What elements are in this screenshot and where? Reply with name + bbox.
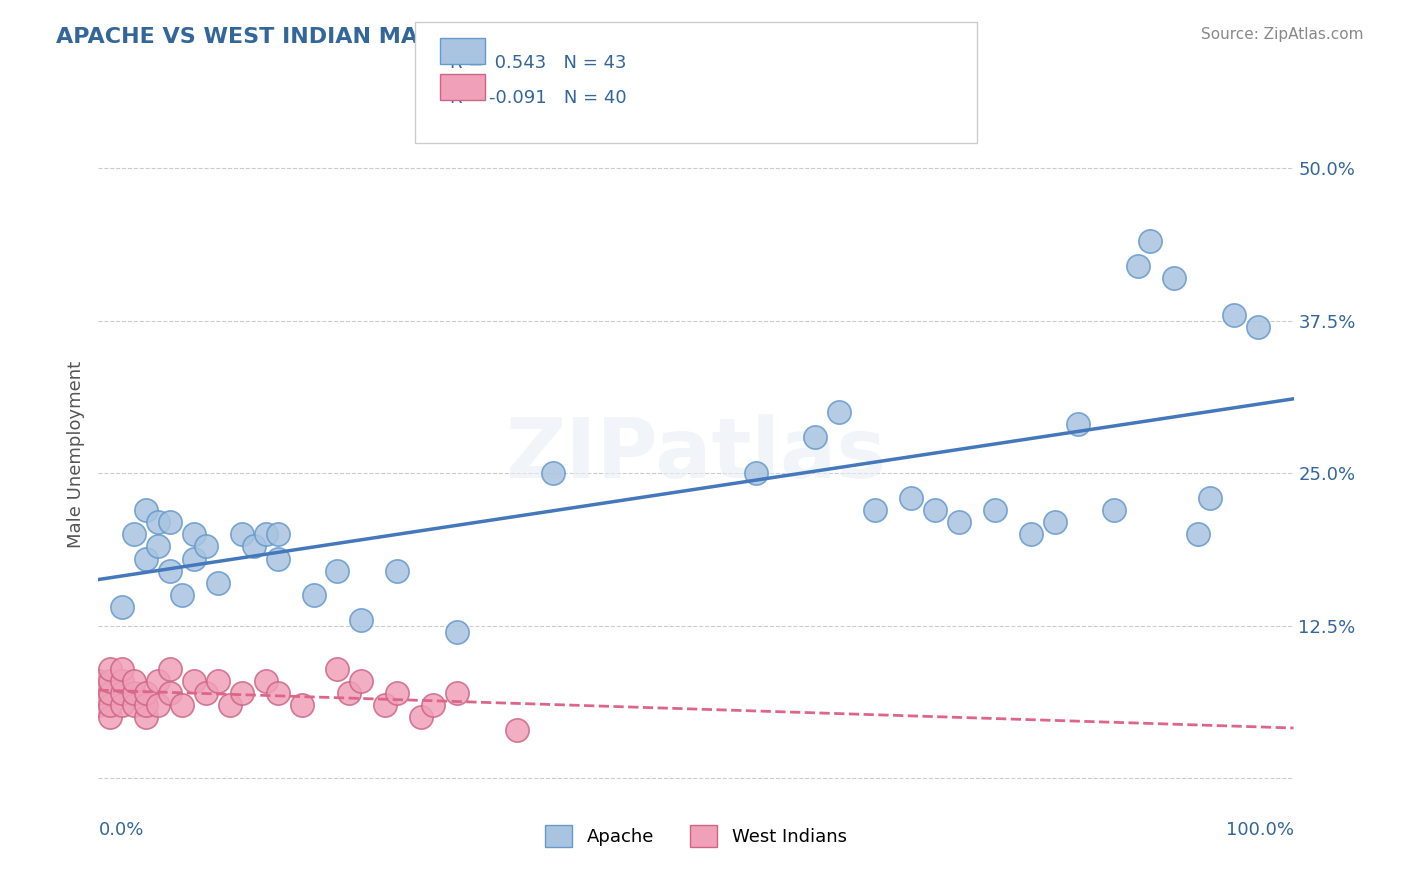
Point: [1067, 417, 1090, 432]
Point: [159, 686, 181, 700]
Text: R =  0.543   N = 43: R = 0.543 N = 43: [450, 54, 627, 71]
Point: [339, 686, 361, 700]
Point: [385, 564, 409, 578]
Point: [124, 686, 146, 700]
Point: [111, 686, 134, 700]
Point: [267, 551, 290, 566]
Point: [302, 588, 325, 602]
Text: R = -0.091   N = 40: R = -0.091 N = 40: [450, 89, 627, 107]
Point: [159, 564, 181, 578]
Text: ZIPatlas: ZIPatlas: [506, 415, 886, 495]
Point: [350, 673, 373, 688]
Point: [135, 686, 157, 700]
Point: [148, 540, 170, 554]
Point: [1163, 271, 1185, 285]
Point: [111, 673, 134, 688]
Point: [865, 503, 887, 517]
Point: [254, 527, 277, 541]
Point: [350, 613, 373, 627]
Point: [804, 429, 827, 443]
Point: [172, 698, 194, 713]
Point: [98, 710, 122, 724]
Point: [326, 564, 349, 578]
Point: [98, 673, 122, 688]
Point: [195, 686, 218, 700]
Text: 0.0%: 0.0%: [98, 822, 143, 839]
Point: [124, 673, 146, 688]
Point: [135, 503, 157, 517]
Point: [948, 515, 970, 529]
Point: [291, 698, 314, 713]
Point: [87, 686, 110, 700]
Point: [1104, 503, 1126, 517]
Point: [98, 661, 122, 675]
Point: [1223, 308, 1246, 322]
Point: [124, 698, 146, 713]
Point: [1019, 527, 1042, 541]
Point: [183, 673, 205, 688]
Point: [195, 540, 218, 554]
Legend: Apache, West Indians: Apache, West Indians: [536, 816, 856, 856]
Point: [1043, 515, 1066, 529]
Point: [374, 698, 396, 713]
Point: [148, 673, 170, 688]
Point: [506, 723, 529, 737]
Point: [98, 686, 122, 700]
Point: [1199, 491, 1222, 505]
Point: [148, 698, 170, 713]
Point: [326, 661, 349, 675]
Point: [124, 527, 146, 541]
Point: [159, 661, 181, 675]
Point: [541, 467, 564, 481]
Point: [231, 686, 253, 700]
Point: [111, 698, 134, 713]
Point: [254, 673, 277, 688]
Point: [135, 551, 157, 566]
Point: [87, 698, 110, 713]
Point: [183, 527, 205, 541]
Point: [385, 686, 409, 700]
Point: [411, 710, 433, 724]
Point: [159, 515, 181, 529]
Point: [243, 540, 266, 554]
Y-axis label: Male Unemployment: Male Unemployment: [66, 361, 84, 549]
Point: [267, 527, 290, 541]
Point: [1247, 319, 1270, 334]
Point: [148, 515, 170, 529]
Point: [172, 588, 194, 602]
Point: [231, 527, 253, 541]
Point: [111, 661, 134, 675]
Point: [446, 624, 468, 639]
Point: [1187, 527, 1209, 541]
Point: [900, 491, 922, 505]
Point: [87, 673, 110, 688]
Point: [207, 576, 229, 591]
Point: [135, 698, 157, 713]
Point: [924, 503, 946, 517]
Text: Source: ZipAtlas.com: Source: ZipAtlas.com: [1201, 27, 1364, 42]
Point: [1139, 235, 1161, 249]
Point: [111, 600, 134, 615]
Point: [98, 698, 122, 713]
Point: [446, 686, 468, 700]
Point: [183, 551, 205, 566]
Point: [828, 405, 851, 419]
Point: [1128, 259, 1150, 273]
Point: [219, 698, 242, 713]
Point: [135, 710, 157, 724]
Point: [745, 467, 768, 481]
Point: [267, 686, 290, 700]
Point: [207, 673, 229, 688]
Text: 100.0%: 100.0%: [1226, 822, 1294, 839]
Text: APACHE VS WEST INDIAN MALE UNEMPLOYMENT CORRELATION CHART: APACHE VS WEST INDIAN MALE UNEMPLOYMENT …: [56, 27, 938, 46]
Point: [984, 503, 1007, 517]
Point: [422, 698, 444, 713]
